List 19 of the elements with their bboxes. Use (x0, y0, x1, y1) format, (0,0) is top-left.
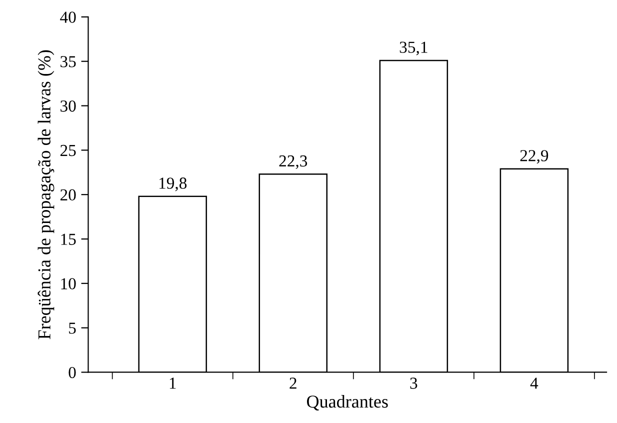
x-tick-label: 4 (530, 378, 538, 389)
y-tick-label: 40 (60, 12, 76, 23)
data-label: 19,8 (159, 178, 187, 192)
y-axis-title: Freqüência de propagação de larvas (%) (38, 50, 54, 340)
y-tick-label: 25 (60, 144, 76, 156)
y-tick-label: 10 (61, 278, 76, 290)
data-label: 22,3 (279, 155, 308, 169)
y-tick-label: 0 (68, 366, 76, 378)
x-tick-label: 3 (410, 378, 418, 389)
data-label: 22,9 (520, 150, 548, 164)
x-tick-label: 1 (170, 378, 176, 389)
y-tick-label: 5 (69, 322, 76, 334)
y-tick-label: 20 (60, 189, 76, 201)
y-tick-label: 15 (61, 234, 76, 245)
y-tick-label: 35 (60, 56, 76, 68)
data-label: 35,1 (400, 42, 428, 56)
y-tick-label: 30 (60, 100, 76, 112)
x-tick-label: 2 (290, 378, 296, 389)
x-axis-title: Quadrantes (307, 394, 388, 410)
